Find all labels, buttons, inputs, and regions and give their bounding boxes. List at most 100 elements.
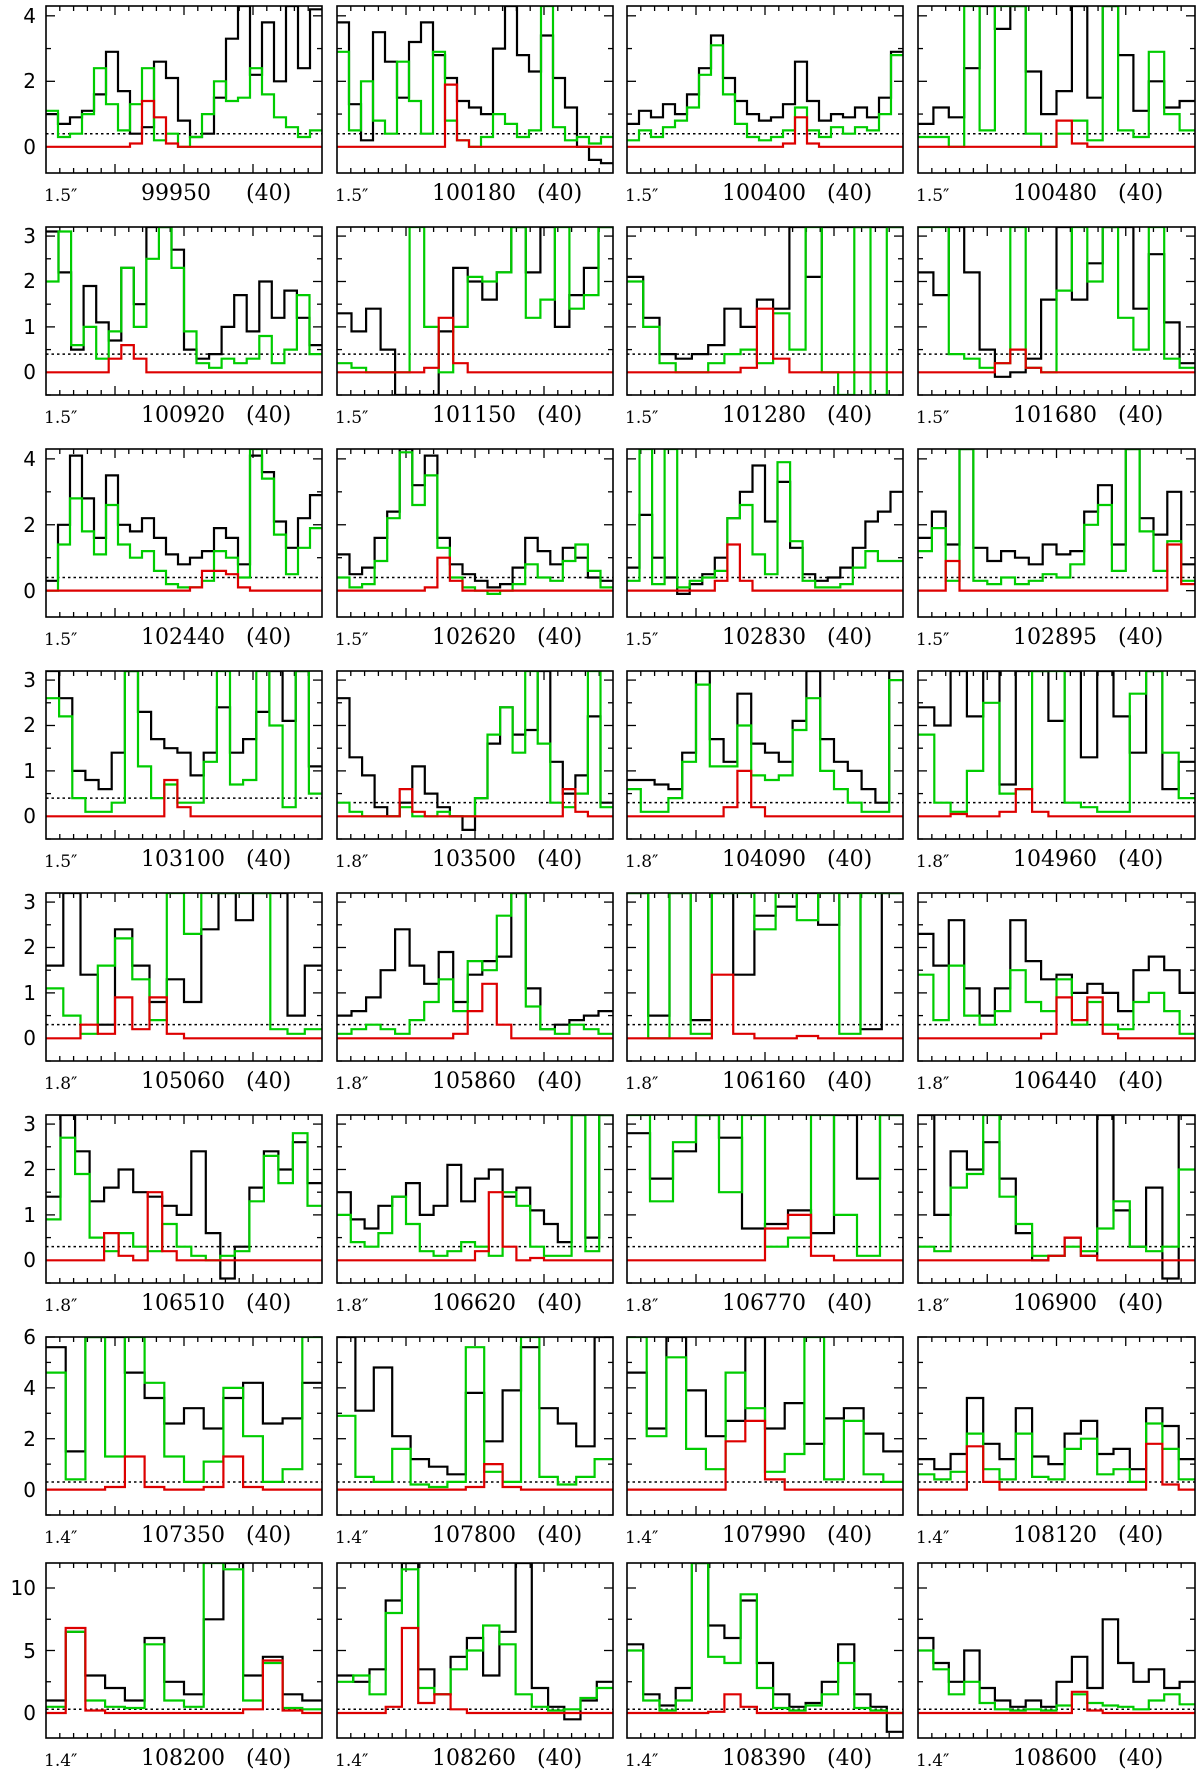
observed-spectrum-line: [46, 1115, 322, 1280]
panel-frame: [336, 892, 614, 1062]
model-spectrum-line: [337, 1337, 613, 1489]
panel-frame: [626, 448, 904, 618]
model-spectrum-line: [337, 1568, 613, 1712]
panel-frame: [917, 892, 1196, 1062]
fitted-spectrum-line: [337, 1463, 613, 1491]
panel-frame: [336, 1562, 614, 1739]
spectrum-panel-106510: [45, 1114, 323, 1284]
channel-width-label: (40): [246, 1069, 292, 1094]
model-spectrum-line: [918, 449, 1195, 586]
fitted-spectrum-line: [627, 1419, 903, 1491]
panel-frame: [336, 448, 614, 618]
frequency-label: 101680: [1013, 403, 1097, 428]
beam-size-label: 1.4″: [44, 1528, 78, 1548]
fitted-spectrum-line: [918, 1442, 1195, 1491]
spectrum-panel-101280: [626, 226, 904, 396]
beam-size-label: 1.5″: [335, 186, 369, 206]
spectrum-panel-100920: [45, 226, 323, 396]
fitted-spectrum-line: [627, 973, 903, 1040]
fitted-spectrum-line: [337, 1626, 613, 1715]
y-tick-label: 4: [23, 1375, 36, 1400]
channel-width-label: (40): [1118, 1069, 1164, 1094]
fitted-spectrum-line: [627, 769, 903, 818]
beam-size-label: 1.4″: [335, 1751, 369, 1771]
fitted-spectrum-line: [627, 1213, 903, 1262]
model-spectrum-line: [46, 449, 322, 592]
observed-spectrum-line: [918, 6, 1195, 125]
observed-spectrum-line: [627, 1337, 903, 1453]
model-spectrum-line: [627, 227, 903, 395]
beam-size-label: 1.5″: [335, 630, 369, 650]
panel-frame: [626, 1336, 904, 1516]
model-spectrum-line: [337, 893, 613, 1035]
fitted-spectrum-line: [337, 83, 613, 148]
channel-width-label: (40): [537, 1069, 583, 1094]
channel-width-label: (40): [1118, 403, 1164, 428]
panel-frame: [45, 5, 323, 174]
channel-width-label: (40): [246, 1746, 292, 1771]
frequency-label: 107990: [722, 1523, 806, 1548]
channel-width-label: (40): [827, 1746, 873, 1771]
panel-frame: [45, 226, 323, 396]
panel-frame: [45, 670, 323, 840]
fitted-spectrum-line: [918, 119, 1195, 148]
fitted-spectrum-line: [337, 316, 613, 374]
beam-size-label: 1.4″: [625, 1528, 659, 1548]
model-spectrum-line: [627, 1115, 903, 1257]
channel-width-label: (40): [537, 181, 583, 206]
frequency-label: 106510: [141, 1291, 225, 1316]
fitted-spectrum-line: [46, 569, 322, 592]
beam-size-label: 1.5″: [625, 186, 659, 206]
beam-size-label: 1.8″: [335, 852, 369, 872]
beam-size-label: 1.8″: [916, 1074, 950, 1094]
channel-width-label: (40): [246, 1523, 292, 1548]
frequency-label: 106770: [722, 1291, 806, 1316]
beam-size-label: 1.4″: [625, 1751, 659, 1771]
panel-frame: [626, 226, 904, 396]
fitted-spectrum-line: [337, 788, 613, 818]
fitted-spectrum-line: [627, 116, 903, 148]
beam-size-label: 1.5″: [625, 408, 659, 428]
spectrum-panel-107800: [336, 1336, 614, 1516]
y-tick-label: 0: [23, 804, 36, 829]
spectrum-panel-108260: [336, 1562, 614, 1739]
spectrum-panel-103500: [336, 670, 614, 840]
beam-size-label: 1.8″: [625, 1074, 659, 1094]
channel-width-label: (40): [827, 1523, 873, 1548]
y-tick-label: 6: [23, 1325, 36, 1349]
spectrum-panel-102895: [917, 448, 1196, 618]
spectrum-panel-108120: [917, 1336, 1196, 1516]
spectrum-panel-107990: [626, 1336, 904, 1516]
y-tick-label: 1: [23, 314, 36, 339]
channel-width-label: (40): [827, 403, 873, 428]
observed-spectrum-line: [337, 6, 613, 165]
beam-size-label: 1.8″: [335, 1296, 369, 1316]
fitted-spectrum-line: [918, 543, 1195, 592]
frequency-label: 108120: [1013, 1523, 1097, 1548]
y-tick-label: 2: [23, 512, 36, 537]
observed-spectrum-line: [627, 34, 903, 125]
panel-frame: [626, 892, 904, 1062]
fitted-spectrum-line: [918, 996, 1195, 1040]
fitted-spectrum-line: [627, 307, 903, 374]
observed-spectrum-line: [918, 1618, 1195, 1708]
frequency-label: 101280: [722, 403, 806, 428]
frequency-label: 106160: [722, 1069, 806, 1094]
spectrum-panel-103100: [45, 670, 323, 840]
channel-width-label: (40): [246, 847, 292, 872]
panel-frame: [336, 1114, 614, 1284]
panel-frame: [336, 670, 614, 840]
spectrum-panel-106770: [626, 1114, 904, 1284]
y-tick-label: 0: [23, 578, 36, 603]
spectrum-panel-102620: [336, 448, 614, 618]
y-tick-label: 0: [23, 1026, 36, 1051]
frequency-label: 103100: [141, 847, 225, 872]
model-spectrum-line: [46, 671, 322, 813]
fitted-spectrum-line: [918, 788, 1195, 818]
model-spectrum-line: [918, 964, 1195, 1035]
panel-frame: [45, 1114, 323, 1284]
panel-frame: [336, 1336, 614, 1516]
observed-spectrum-line: [337, 1337, 613, 1476]
model-spectrum-line: [46, 893, 322, 1035]
model-spectrum-line: [337, 227, 613, 374]
